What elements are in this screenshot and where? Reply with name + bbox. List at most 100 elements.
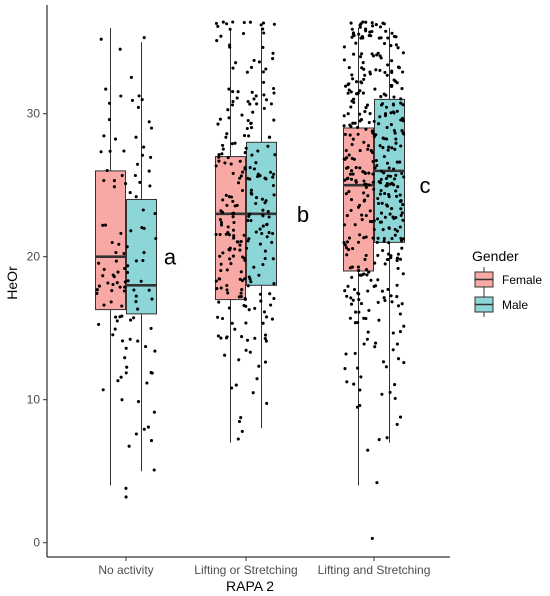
data-point	[104, 87, 108, 91]
data-point	[394, 141, 398, 145]
data-point	[359, 36, 363, 40]
data-point	[217, 159, 221, 163]
data-point	[117, 242, 121, 246]
data-point	[134, 300, 138, 304]
data-point	[400, 211, 404, 215]
data-point	[251, 391, 255, 395]
data-point	[368, 219, 372, 224]
data-point	[350, 275, 354, 279]
data-point	[393, 147, 397, 151]
data-point	[107, 118, 112, 122]
data-point	[378, 181, 383, 185]
data-point	[378, 115, 382, 119]
data-point	[393, 396, 397, 400]
data-point	[342, 241, 346, 245]
data-point	[231, 254, 235, 258]
data-point	[351, 298, 355, 302]
data-point	[271, 57, 275, 61]
data-point	[379, 177, 383, 181]
data-point	[364, 106, 368, 110]
data-point	[227, 195, 231, 199]
data-point	[272, 86, 276, 91]
data-point	[113, 327, 117, 331]
data-point	[270, 240, 274, 244]
data-point	[381, 136, 385, 140]
data-point	[249, 280, 253, 284]
data-point	[254, 161, 258, 165]
data-point	[127, 444, 131, 448]
data-point	[349, 90, 353, 94]
data-point	[261, 214, 265, 218]
data-point	[139, 279, 143, 283]
data-point	[350, 35, 354, 39]
data-point	[245, 246, 249, 250]
data-point	[268, 135, 272, 139]
data-point	[374, 68, 378, 72]
data-point	[243, 258, 247, 262]
data-point	[262, 106, 266, 110]
data-point	[102, 267, 106, 271]
data-point	[254, 94, 258, 98]
data-point	[342, 58, 346, 62]
data-point	[375, 53, 379, 57]
box-female	[215, 27, 246, 443]
data-point	[217, 277, 221, 281]
data-point	[376, 253, 380, 257]
data-point	[244, 304, 248, 308]
legend-item-male: Male	[474, 292, 528, 317]
data-point	[390, 69, 394, 73]
data-point	[123, 356, 127, 360]
data-point	[264, 98, 269, 102]
data-point	[153, 349, 157, 353]
group-letter: c	[420, 173, 431, 198]
data-point	[226, 108, 230, 112]
data-point	[254, 196, 259, 200]
data-point	[119, 94, 123, 98]
data-point	[348, 316, 352, 320]
data-point	[221, 198, 225, 202]
data-point	[386, 257, 390, 262]
data-point	[240, 279, 244, 283]
box-male	[126, 42, 157, 472]
data-point	[272, 282, 276, 286]
data-point	[219, 262, 223, 266]
data-point	[231, 20, 235, 24]
data-point	[350, 169, 354, 173]
data-point	[236, 437, 240, 441]
data-point	[253, 336, 257, 340]
data-point	[101, 388, 105, 392]
data-point	[387, 166, 391, 170]
data-point	[383, 191, 387, 196]
data-point	[231, 90, 235, 94]
data-point	[401, 203, 405, 207]
data-point	[378, 220, 382, 224]
data-point	[102, 134, 106, 138]
data-point	[382, 296, 386, 300]
data-point	[377, 318, 381, 322]
data-point	[214, 164, 218, 168]
data-point	[392, 111, 396, 115]
data-point	[360, 66, 364, 70]
data-point	[258, 174, 262, 178]
data-point	[396, 185, 400, 189]
data-point	[377, 36, 381, 40]
data-point	[353, 351, 357, 355]
data-point	[386, 36, 390, 40]
data-point	[272, 91, 276, 95]
data-point	[147, 288, 151, 292]
data-point	[239, 291, 243, 295]
data-point	[361, 91, 365, 95]
data-point	[113, 137, 118, 141]
data-point	[114, 315, 118, 319]
data-point	[250, 153, 254, 157]
data-point	[401, 272, 405, 276]
data-point	[358, 233, 362, 237]
data-point	[218, 117, 222, 121]
box-body	[343, 127, 374, 272]
data-point	[390, 83, 394, 88]
data-point	[364, 235, 368, 239]
data-point	[366, 194, 370, 198]
data-point	[243, 277, 247, 281]
data-point	[264, 339, 268, 343]
data-point	[360, 52, 364, 56]
